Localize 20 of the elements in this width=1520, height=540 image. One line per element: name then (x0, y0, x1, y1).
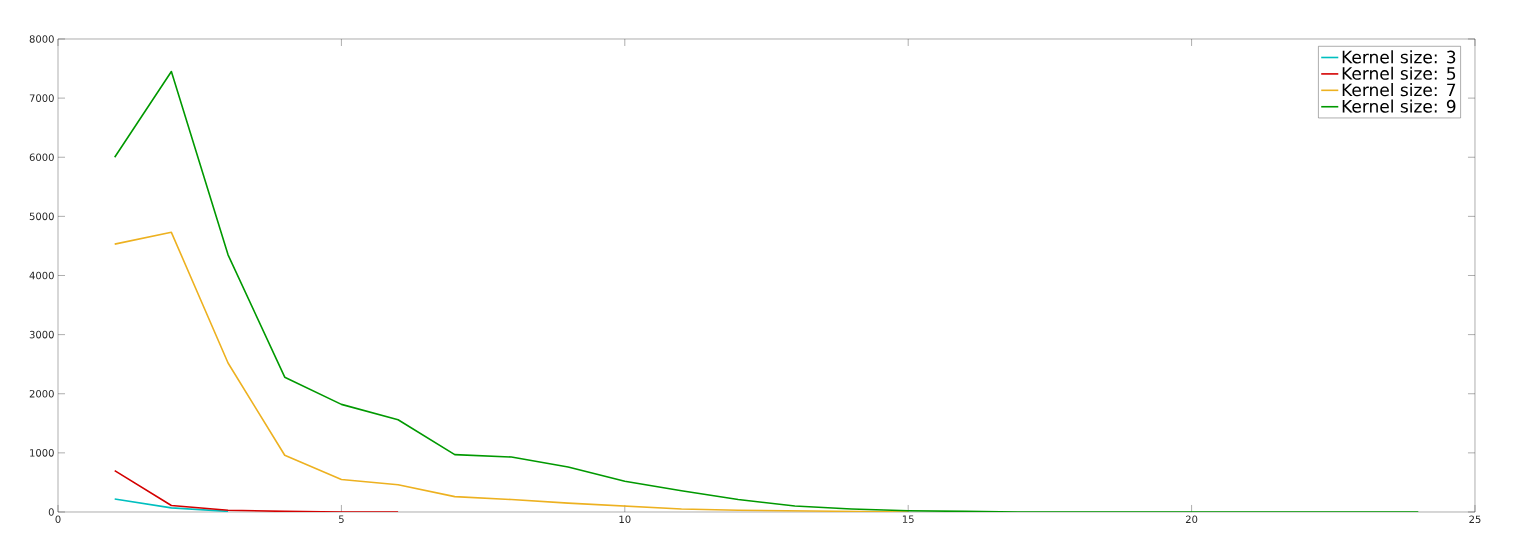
y-tick-label: 6000 (29, 153, 54, 162)
line-series (113, 469, 399, 512)
x-tick-label: 25 (1469, 515, 1481, 524)
y-tick-label: 7000 (29, 94, 54, 102)
x-tick-label: 15 (902, 515, 914, 523)
legend-label: Kernel size: 3 (1342, 50, 1456, 64)
x-tick-label: 10 (619, 515, 631, 524)
y-tick-label: 3000 (29, 330, 54, 339)
y-tick-label: 4000 (29, 271, 54, 280)
legend-label: Kernel size: 5 (1342, 66, 1456, 80)
y-tick-label: 0 (48, 508, 54, 516)
x-tick-label: 0 (55, 515, 61, 524)
x-tick-label: 5 (338, 515, 344, 523)
legend-label: Kernel size: 9 (1342, 99, 1456, 113)
y-tick-label: 5000 (29, 212, 54, 221)
x-tick-label: 20 (1185, 515, 1198, 524)
legend-label: Kernel size: 7 (1342, 83, 1456, 97)
y-tick-label: 1000 (30, 449, 54, 457)
y-tick-label: 2000 (29, 389, 54, 398)
y-tick-label: 8000 (29, 35, 54, 43)
